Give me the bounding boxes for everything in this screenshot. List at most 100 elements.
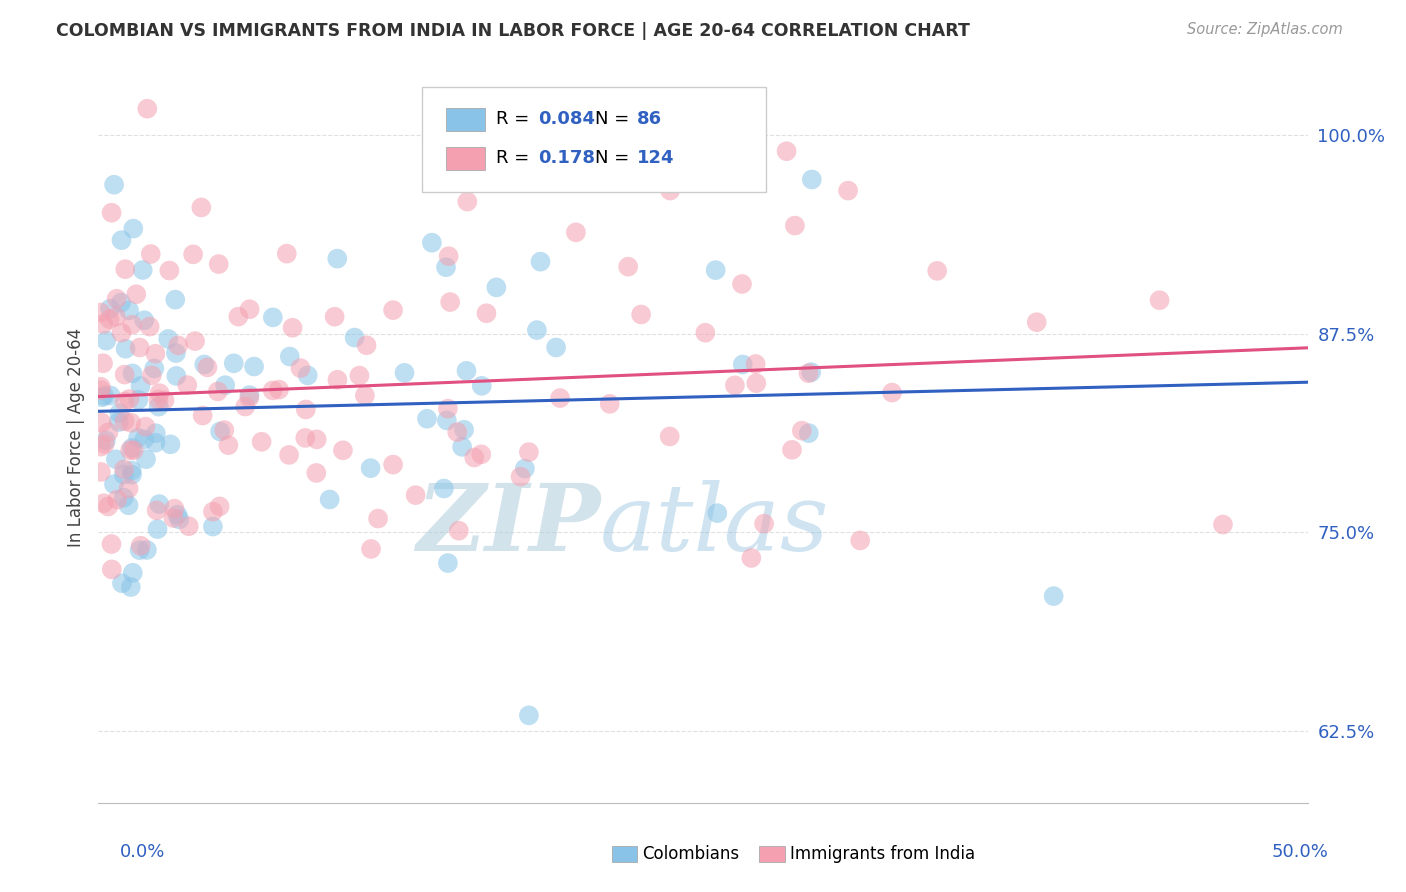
Point: [797, 366, 820, 380]
Point: [90, 440, 112, 454]
Point: [548, 391, 571, 405]
Point: [420, 235, 443, 250]
Point: [447, 524, 470, 538]
Point: [630, 308, 652, 322]
Point: [360, 541, 382, 556]
Text: 86: 86: [637, 110, 662, 128]
Point: [165, 293, 187, 307]
Point: [166, 508, 188, 522]
Point: [134, 313, 156, 327]
Point: [108, 406, 131, 420]
Point: [456, 364, 478, 378]
Point: [134, 432, 156, 446]
Point: [471, 379, 494, 393]
Point: [446, 425, 468, 439]
Point: [451, 440, 474, 454]
Point: [434, 260, 457, 275]
Point: [101, 562, 124, 576]
Point: [214, 423, 236, 437]
Point: [145, 435, 167, 450]
Point: [138, 319, 160, 334]
Point: [332, 443, 354, 458]
Point: [724, 378, 747, 392]
Point: [740, 551, 762, 566]
Point: [94, 434, 117, 448]
Point: [121, 441, 143, 455]
Point: [149, 386, 172, 401]
Text: Immigrants from India: Immigrants from India: [790, 845, 976, 863]
Point: [135, 543, 157, 558]
Point: [184, 334, 207, 348]
Point: [239, 302, 262, 317]
Point: [93, 496, 115, 510]
Point: [433, 482, 456, 496]
Point: [546, 341, 568, 355]
Point: [222, 356, 245, 370]
Text: R =: R =: [496, 110, 530, 128]
Point: [439, 295, 461, 310]
Point: [121, 566, 143, 580]
Point: [208, 257, 231, 271]
Point: [228, 310, 250, 324]
Point: [529, 254, 551, 268]
Point: [90, 416, 112, 430]
Point: [90, 380, 112, 394]
Point: [121, 464, 143, 478]
Point: [706, 506, 728, 520]
Point: [659, 184, 682, 198]
Point: [132, 263, 155, 277]
Point: [157, 332, 180, 346]
Point: [104, 310, 127, 324]
Point: [437, 249, 460, 263]
Point: [103, 178, 125, 192]
Point: [470, 447, 492, 461]
Point: [281, 320, 304, 334]
Point: [91, 317, 114, 331]
Point: [129, 379, 152, 393]
Point: [120, 580, 142, 594]
Point: [136, 102, 159, 116]
Point: [262, 310, 284, 325]
Point: [90, 305, 112, 319]
Point: [127, 431, 149, 445]
Point: [513, 461, 536, 475]
Point: [599, 397, 621, 411]
Point: [318, 492, 340, 507]
Point: [262, 384, 284, 398]
Point: [745, 376, 768, 391]
Point: [453, 423, 475, 437]
Point: [120, 443, 142, 458]
Point: [177, 519, 200, 533]
Point: [360, 461, 382, 475]
Point: [146, 522, 169, 536]
Text: 50.0%: 50.0%: [1272, 843, 1329, 861]
Point: [326, 373, 349, 387]
Text: 124: 124: [637, 149, 675, 167]
Text: 0.0%: 0.0%: [120, 843, 165, 861]
Point: [112, 491, 135, 505]
Point: [127, 392, 149, 407]
Point: [267, 383, 290, 397]
Text: atlas: atlas: [600, 480, 830, 570]
Point: [110, 295, 132, 310]
Text: 0.178: 0.178: [538, 149, 596, 167]
Point: [927, 264, 949, 278]
Text: COLOMBIAN VS IMMIGRANTS FROM INDIA IN LABOR FORCE | AGE 20-64 CORRELATION CHART: COLOMBIAN VS IMMIGRANTS FROM INDIA IN LA…: [56, 22, 970, 40]
Point: [191, 409, 214, 423]
Point: [238, 391, 260, 405]
Text: R =: R =: [496, 149, 530, 167]
Point: [290, 361, 312, 376]
Point: [114, 368, 136, 382]
Point: [148, 497, 170, 511]
Point: [118, 392, 141, 406]
Point: [169, 512, 191, 526]
Point: [800, 365, 823, 379]
Point: [114, 394, 136, 409]
Point: [744, 357, 766, 371]
Point: [145, 347, 167, 361]
Point: [122, 443, 145, 458]
Point: [517, 708, 540, 723]
Point: [117, 482, 139, 496]
Point: [162, 511, 184, 525]
Point: [145, 503, 167, 517]
